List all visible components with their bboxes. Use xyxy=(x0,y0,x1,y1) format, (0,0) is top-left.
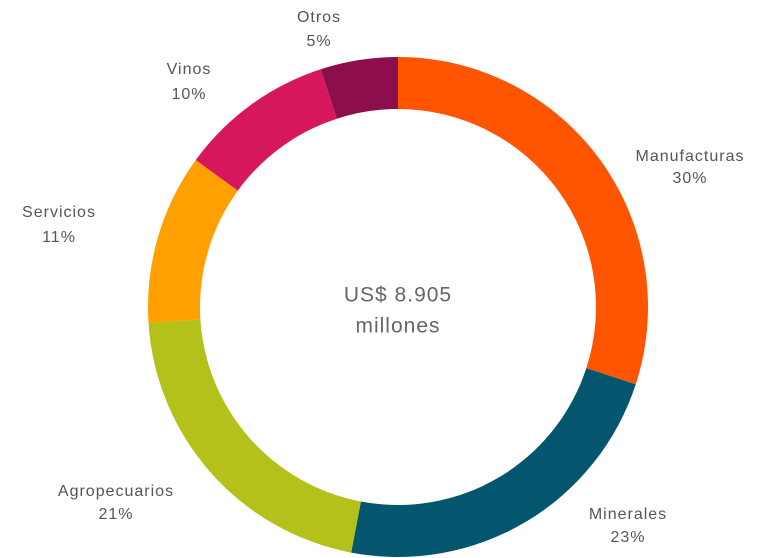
slice-label: Minerales xyxy=(589,506,667,523)
donut-slice xyxy=(351,368,636,557)
center-label: millones xyxy=(355,315,440,338)
donut-slice xyxy=(320,57,398,119)
slice-label: Otros xyxy=(297,9,341,26)
donut-slice xyxy=(148,160,238,323)
slice-label: Servicios xyxy=(22,204,96,221)
slice-value-label: 11% xyxy=(42,229,76,246)
slice-value-label: 23% xyxy=(610,529,645,546)
slice-label: Vinos xyxy=(167,61,212,78)
slice-value-label: 30% xyxy=(672,170,707,187)
slice-value-label: 5% xyxy=(306,33,331,50)
center-label: US$ 8.905 xyxy=(344,284,452,307)
donut-slice xyxy=(195,69,337,191)
slice-value-label: 10% xyxy=(171,86,206,103)
slice-label: Manufacturas xyxy=(636,148,745,165)
donut-slice xyxy=(148,319,361,553)
slice-label: Agropecuarios xyxy=(58,483,174,500)
donut-slice xyxy=(398,57,648,385)
slice-value-label: 21% xyxy=(98,506,133,523)
